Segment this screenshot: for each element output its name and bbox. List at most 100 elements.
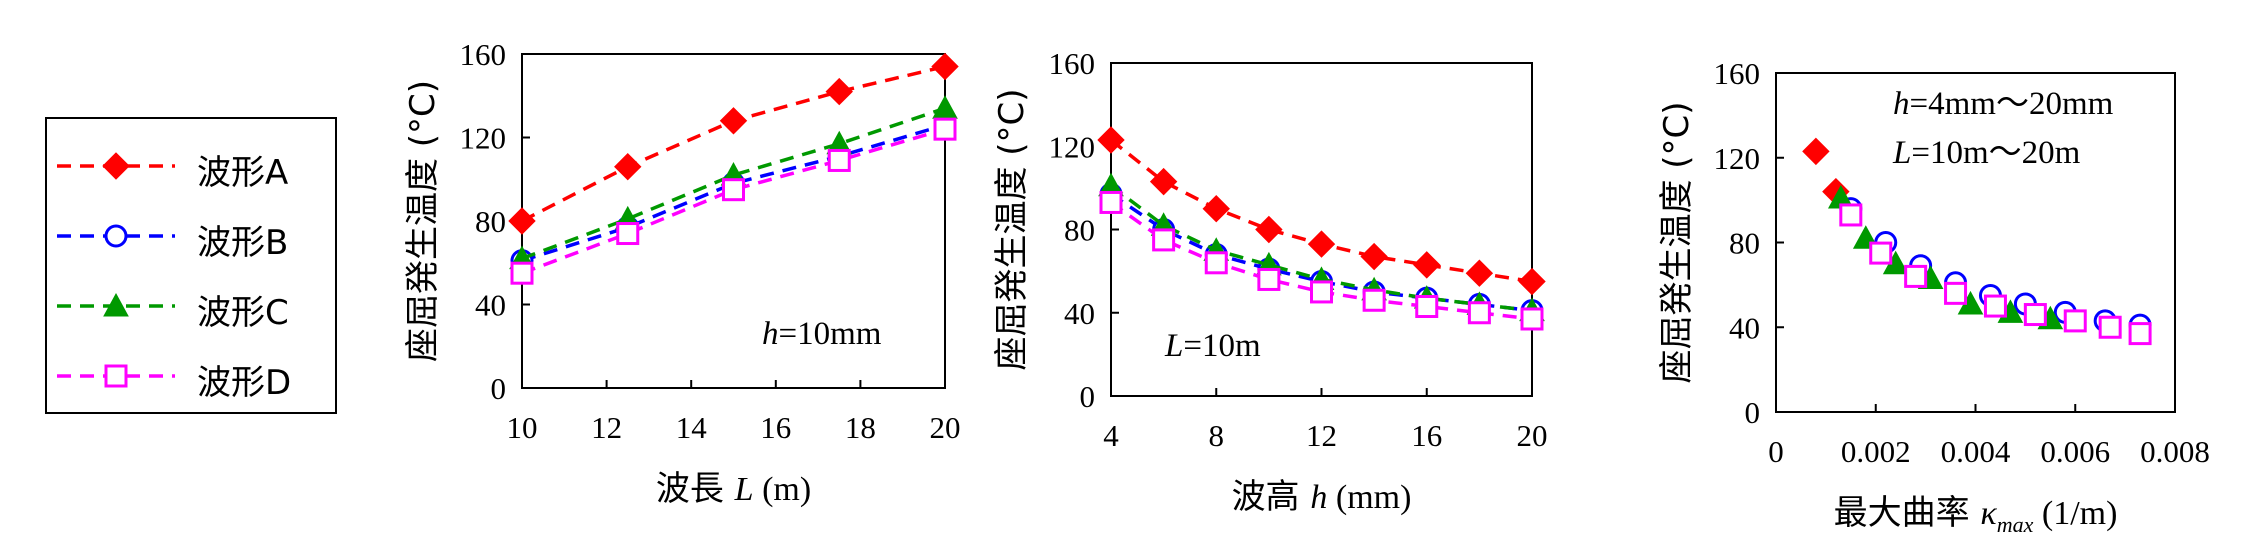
data-point-3-d (1904, 264, 1928, 288)
x-axis-label-unit-2: (mm) (1327, 479, 1411, 516)
y-tick-label-1: 40 (475, 288, 506, 323)
legend-item-b: 波形B (47, 201, 335, 271)
x-axis-label-sub-3: max (1997, 512, 2034, 537)
data-point-3-d (1839, 203, 1863, 227)
data-point-2-d (1310, 280, 1333, 304)
data-point-3-d (1944, 281, 1968, 305)
x-axis-label-var-2: h (1310, 479, 1327, 516)
legend-swatch-b (57, 224, 175, 248)
y-tick-label-1: 80 (475, 204, 506, 239)
chart-panel-1: 0 40 80 120 160 10 12 14 16 18 20 座屈発生温度 (°C) 波長 L (… (403, 37, 961, 509)
y-tick-label-3: 120 (1714, 141, 1761, 176)
series-line-1-b (521, 123, 946, 263)
x-tick-label-2: 12 (1306, 418, 1337, 453)
legend-label-a: 波形A (197, 153, 289, 193)
legend-swatch-a (57, 152, 175, 180)
data-point-3-d (1869, 241, 1893, 265)
y-tick-label-1: 0 (491, 371, 507, 406)
x-tick-label-2: 20 (1517, 418, 1548, 453)
data-point-3-d (2128, 322, 2152, 346)
legend-marker-b (104, 224, 128, 248)
data-point-1-d (933, 117, 957, 141)
data-point-2-a (1413, 251, 1441, 279)
legend-label-c: 波形C (197, 293, 289, 333)
x-tick-label-1: 16 (760, 410, 791, 445)
x-axis-label-3: 最大曲率 κmax (1/m) (1834, 493, 2118, 537)
y-tick-label-3: 40 (1729, 310, 1760, 345)
x-tick-label-1: 20 (930, 410, 961, 445)
y-tick-label-2: 160 (1049, 46, 1096, 81)
x-axis-label-text-1: 波長 (656, 469, 735, 509)
x-tick-label-2: 16 (1411, 418, 1442, 453)
data-point-1-d (510, 261, 534, 285)
data-point-1-d (722, 178, 745, 202)
data-point-1-a (719, 107, 748, 135)
series-line-1-c (521, 106, 946, 261)
y-tick-label-2: 80 (1064, 213, 1095, 248)
y-tick-label-3: 160 (1714, 56, 1761, 91)
y-tick-label-3: 0 (1745, 395, 1761, 430)
x-tick-label-3: 0.004 (1941, 434, 2011, 469)
legend-label-b: 波形B (197, 223, 289, 263)
annotation-2-1: L=10m (1164, 328, 1261, 364)
y-tick-label-3: 80 (1729, 226, 1760, 261)
x-tick-label-3: 0 (1768, 434, 1784, 469)
x-tick-label-3: 0.008 (2140, 434, 2210, 469)
x-tick-label-1: 10 (507, 410, 538, 445)
y-axis-label-1: 座屈発生温度 (°C) (403, 80, 443, 362)
data-point-2-d (1099, 190, 1123, 214)
legend-swatch-c (57, 292, 175, 317)
x-axis-label-var-3: κ (1980, 495, 1997, 532)
data-point-2-a (1465, 259, 1494, 287)
data-point-1-c (932, 95, 958, 119)
y-axis-label-2: 座屈発生温度 (°C) (992, 88, 1032, 370)
y-tick-label-2: 120 (1049, 129, 1096, 164)
chart-panel-2: 0 40 80 120 160 4 8 12 16 20 座屈発生温度 (°C) 波高 h (mm) L… (992, 46, 1548, 517)
x-axis-label-var-1: L (734, 471, 754, 508)
data-point-1-d (827, 148, 851, 172)
data-point-2-d (1257, 267, 1281, 291)
x-axis-label-unit-1: (m) (754, 471, 812, 508)
legend: 波形A 波形B 波形C 波形D (45, 117, 337, 414)
x-tick-label-3: 0.006 (2040, 434, 2110, 469)
x-tick-label-2: 8 (1209, 418, 1225, 453)
legend-swatch-d (57, 364, 175, 388)
y-tick-label-2: 40 (1064, 296, 1095, 331)
data-point-2-d (1204, 251, 1228, 275)
data-point-2-a (1202, 194, 1230, 223)
y-tick-label-1: 120 (460, 121, 507, 156)
data-point-2-d (1152, 228, 1176, 252)
data-point-1-a (614, 153, 642, 181)
x-tick-label-1: 14 (676, 410, 708, 445)
data-point-1-a (508, 207, 536, 235)
legend-item-a: 波形A (47, 131, 335, 201)
data-point-3-d (1983, 294, 2007, 318)
series-line-2-a (1109, 138, 1533, 284)
data-point-2-d (1520, 307, 1544, 331)
y-tick-label-1: 160 (460, 37, 507, 72)
annotation-3-2: L=10m〜20m (1892, 135, 2081, 171)
data-point-1-a (931, 52, 959, 81)
legend-marker-a (102, 152, 130, 180)
x-axis-label-2: 波高 h (mm) (1232, 477, 1412, 517)
series-line-1-d (521, 127, 946, 275)
legend-item-c: 波形C (47, 271, 335, 341)
data-point-2-a (1360, 242, 1388, 271)
legend-item-d: 波形D (47, 341, 335, 411)
data-point-3-d (2063, 309, 2087, 333)
plot-frame-3 (1775, 72, 2176, 413)
legend-label-d: 波形D (197, 363, 292, 403)
data-point-2-d (1467, 301, 1491, 325)
chart-panel-3: 0 40 80 120 160 0 0.002 0.004 0.006 0.008 座屈発生温度 (… (1657, 56, 2210, 537)
data-point-3-d (2098, 315, 2122, 339)
data-point-2-a (1097, 126, 1125, 154)
data-point-2-d (1362, 288, 1386, 312)
data-point-3-a (1802, 137, 1830, 166)
data-point-1-d (616, 222, 640, 246)
y-tick-label-2: 0 (1080, 379, 1096, 414)
legend-marker-c (103, 292, 129, 317)
x-axis-label-text-2: 波高 (1232, 477, 1311, 517)
data-point-3-d (2023, 303, 2047, 327)
x-axis-label-unit-3: (1/m) (2033, 495, 2117, 532)
